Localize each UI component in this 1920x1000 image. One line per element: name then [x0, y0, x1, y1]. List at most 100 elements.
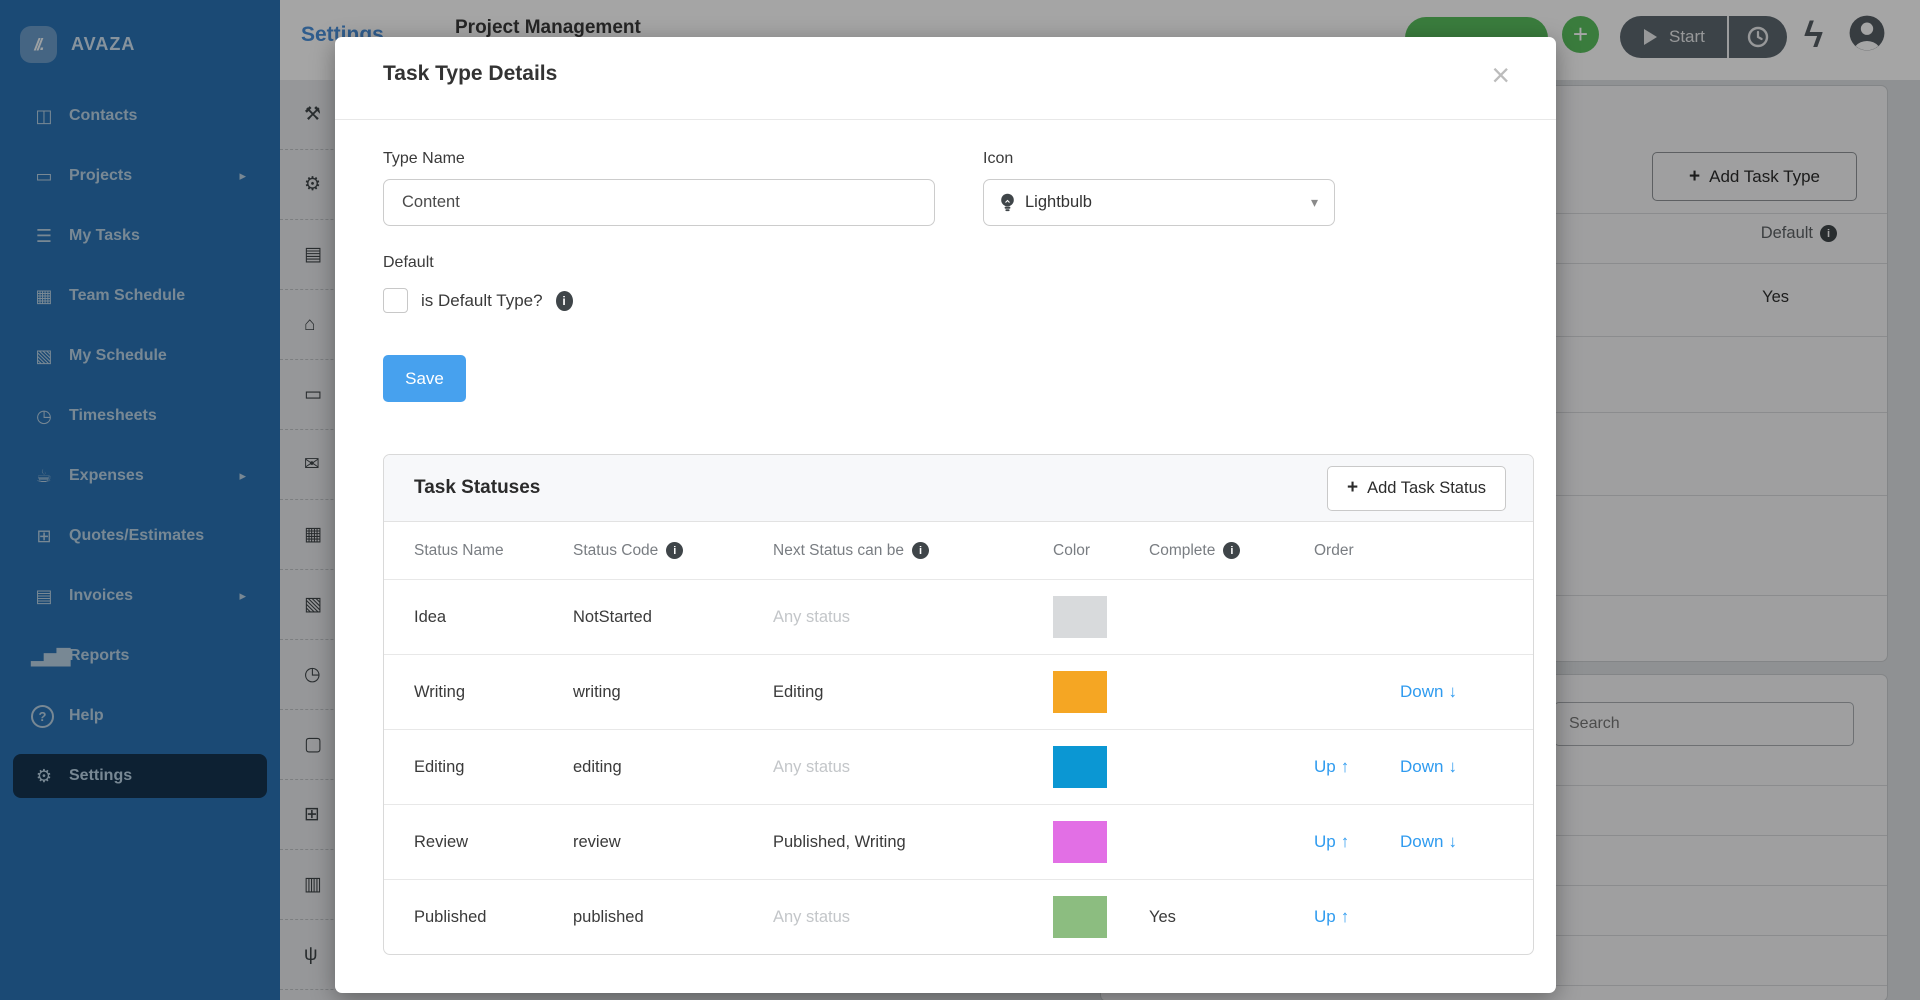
close-icon[interactable]: × [1491, 57, 1510, 93]
move-up-link[interactable]: Up ↑ [1314, 757, 1350, 776]
column-header-status-code: Status Code i [573, 542, 773, 560]
next-status: Any status [773, 757, 851, 776]
sidebar-item-my-schedule[interactable]: ▧ My Schedule [0, 326, 280, 386]
stopwatch-icon: ◷ [36, 405, 52, 426]
sidebar-item-label: Invoices [69, 587, 134, 604]
column-header-status-name: Status Name [414, 542, 573, 560]
sidebar-item-reports[interactable]: ▂▅▇ Reports [0, 626, 280, 686]
color-swatch[interactable] [1053, 896, 1107, 938]
move-down-link[interactable]: Down ↓ [1400, 832, 1457, 851]
add-task-status-button[interactable]: + Add Task Status [1326, 465, 1506, 511]
order-down-slot: Down ↓ [1400, 682, 1510, 702]
timer-clock-button[interactable] [1729, 25, 1787, 49]
save-button[interactable]: Save [383, 355, 466, 402]
column-header-next-status-can-be: Next Status can be i [773, 542, 1053, 560]
timer-widget[interactable]: Start [1620, 16, 1787, 58]
plus-icon: + [1346, 477, 1359, 498]
next-status: Any status [773, 907, 851, 926]
color-cell [1053, 596, 1149, 638]
color-swatch[interactable] [1053, 596, 1107, 638]
status-row-editing: Editing editing Any status Up ↑ Down ↓ [384, 729, 1533, 804]
invoice-icon: ▤ [35, 585, 53, 606]
sidebar-nav: ◫ Contacts ▭ Projects ▸ ☰ My Tasks ▦ Team Schedu… [0, 86, 280, 806]
move-down-link[interactable]: Down ↓ [1400, 757, 1457, 776]
plus-icon: + [1689, 165, 1701, 187]
status-row-idea: Idea NotStarted Any status [384, 579, 1533, 654]
chevron-right-icon: ▸ [239, 168, 246, 183]
arrow-down-icon: ↓ [1448, 682, 1457, 701]
integrations-bolt-icon[interactable]: ϟ [1804, 14, 1824, 55]
column-header-label: Order [1314, 541, 1354, 559]
next-status: Editing [773, 682, 824, 701]
modal-title: Task Type Details [383, 62, 558, 85]
gears-icon: ⚙ [304, 174, 322, 195]
move-down-link[interactable]: Down ↓ [1400, 682, 1457, 701]
default-yes-value: Yes [1762, 288, 1789, 306]
type-name-label: Type Name [383, 150, 465, 167]
sidebar-item-my-tasks[interactable]: ☰ My Tasks [0, 206, 280, 266]
status-code: review [573, 832, 621, 851]
move-up-link[interactable]: Up ↑ [1314, 907, 1350, 926]
add-task-type-button[interactable]: + Add Task Type [1652, 152, 1857, 201]
brand-name: AVAZA [71, 34, 136, 54]
sidebar-item-label: Timesheets [69, 407, 157, 424]
next-status: Any status [773, 607, 851, 626]
is-default-checkbox[interactable] [383, 288, 408, 313]
sidebar-item-team-schedule[interactable]: ▦ Team Schedule [0, 266, 280, 326]
arrow-down-icon: ↓ [1448, 757, 1457, 776]
color-swatch[interactable] [1053, 746, 1107, 788]
order-cell: Up ↑ Down ↓ [1314, 832, 1533, 852]
column-header-label: Next Status can be [773, 541, 904, 559]
color-swatch[interactable] [1053, 671, 1107, 713]
my-calendar-icon: ▧ [35, 345, 53, 366]
sidebar-item-help[interactable]: ? Help [0, 686, 280, 746]
sidebar-item-contacts[interactable]: ◫ Contacts [0, 86, 280, 146]
wrench-icon: ⚒ [304, 104, 322, 125]
sidebar-item-expenses[interactable]: ☕ Expenses ▸ [0, 446, 280, 506]
arrow-up-icon: ↑ [1340, 907, 1350, 926]
brand-row[interactable]: //. AVAZA [0, 0, 280, 63]
receipt-icon: ▤ [304, 244, 322, 265]
timer-start-label: Start [1669, 27, 1705, 46]
color-cell [1053, 821, 1149, 863]
clock-icon: ◷ [304, 664, 321, 685]
credit-card-icon: ▭ [304, 384, 322, 405]
column-header-label: Complete [1149, 541, 1216, 559]
quick-add-button[interactable]: + [1562, 16, 1599, 53]
order-cell: Up ↑ Down ↓ [1314, 757, 1533, 777]
task-statuses-panel-header: Task Statuses + Add Task Status [384, 455, 1533, 522]
status-code: NotStarted [573, 607, 652, 626]
column-header-label: Status Code [573, 541, 659, 559]
arrow-up-icon: ↑ [1340, 757, 1350, 776]
order-up-slot: Up ↑ [1314, 832, 1400, 852]
status-name: Idea [414, 607, 447, 626]
color-swatch[interactable] [1053, 821, 1107, 863]
envelope-icon: ✉ [304, 454, 320, 475]
sidebar-item-settings[interactable]: ⚙ Settings [13, 754, 267, 798]
type-name-input[interactable] [383, 179, 935, 226]
order-down-slot: Down ↓ [1400, 832, 1510, 852]
breadcrumb: Project Management [455, 17, 641, 38]
sidebar-item-timesheets[interactable]: ◷ Timesheets [0, 386, 280, 446]
column-header-label: Color [1053, 541, 1091, 559]
sidebar-item-label: Reports [69, 647, 130, 664]
screen-icon: ▢ [304, 734, 322, 755]
timer-start-button[interactable]: Start [1620, 27, 1727, 47]
statuses-table-head: Status Name Status Code i Next Status can b… [384, 522, 1533, 579]
icon-select-value: Lightbulb [1025, 193, 1092, 211]
sidebar-item-invoices[interactable]: ▤ Invoices ▸ [0, 566, 280, 626]
task-list-icon: ☰ [35, 225, 53, 246]
icon-select[interactable]: Lightbulb ▾ [983, 179, 1335, 226]
sidebar-item-quotes-estimates[interactable]: ⊞ Quotes/Estimates [0, 506, 280, 566]
task-type-details-modal: Task Type Details × Type Name Icon [335, 37, 1556, 993]
column-header-complete: Complete i [1149, 542, 1314, 560]
user-avatar[interactable] [1848, 14, 1886, 57]
move-up-link[interactable]: Up ↑ [1314, 832, 1350, 851]
modal-header: Task Type Details × [335, 37, 1556, 120]
document-icon: ▥ [304, 874, 322, 895]
info-icon: i [911, 542, 929, 559]
sidebar-item-projects[interactable]: ▭ Projects ▸ [0, 146, 280, 206]
chevron-right-icon: ▸ [239, 468, 246, 483]
clock-icon [1747, 26, 1769, 48]
search-input[interactable] [1554, 702, 1854, 746]
